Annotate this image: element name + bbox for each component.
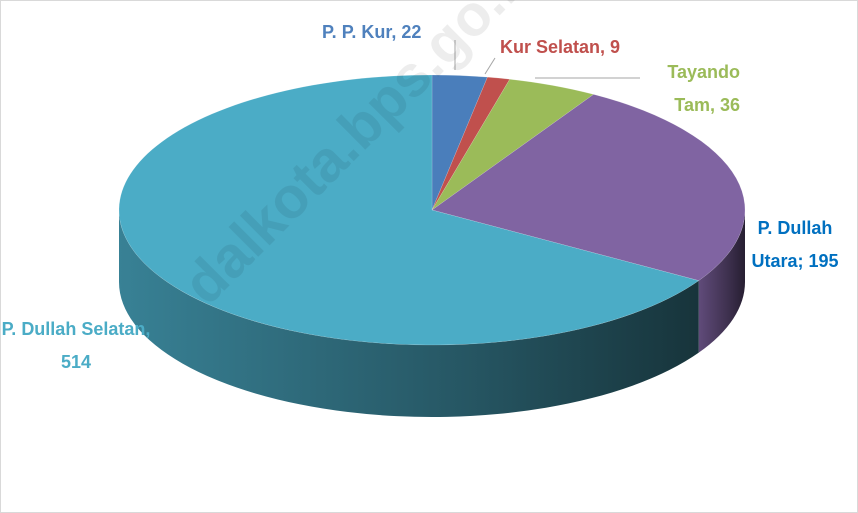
data-label: P. Dullah Selatan, 514	[1, 319, 151, 372]
leader-line	[484, 57, 496, 75]
data-label: P. Dullah Utara; 195	[751, 218, 839, 271]
slice	[431, 76, 511, 211]
slice	[118, 74, 700, 346]
data-label: Kur Selatan, 9	[500, 37, 621, 57]
slice	[431, 78, 595, 211]
slice	[431, 74, 488, 211]
slice-side	[698, 210, 745, 353]
data-label: P. P. Kur, 22	[322, 22, 422, 42]
data-label: Tayando Tam, 36	[667, 62, 740, 115]
slice	[431, 94, 746, 281]
slice-side	[119, 210, 699, 417]
